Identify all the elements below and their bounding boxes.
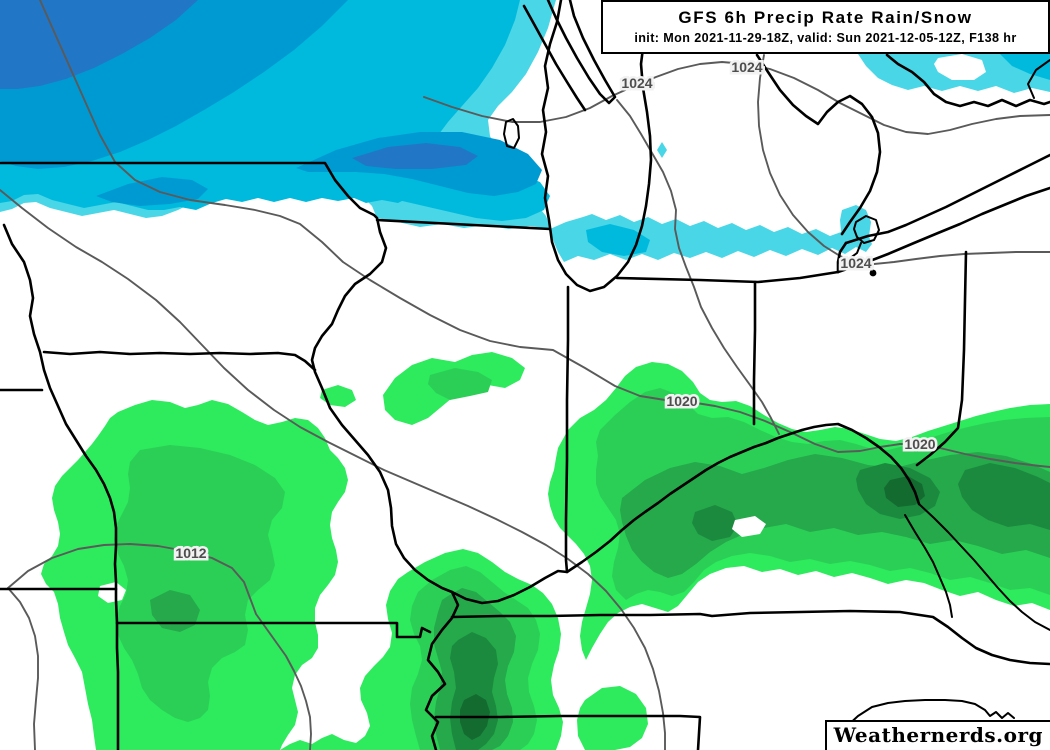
shoreline-lake-michigan xyxy=(540,0,653,293)
rain-dark-east-3 xyxy=(692,505,738,541)
border-mn-mississippi xyxy=(0,161,460,750)
shoreline-saginaw xyxy=(755,53,882,236)
isobar-value-label: 1012 xyxy=(175,545,206,561)
border-wv-va xyxy=(918,503,1050,631)
isobar-value-label: 1020 xyxy=(904,436,935,452)
shoreline-erie-south xyxy=(836,186,1050,274)
rain-deep-east xyxy=(620,452,1050,578)
border-mo-ar xyxy=(115,621,432,639)
isobar-1016 xyxy=(0,189,666,750)
city-dot xyxy=(869,269,877,277)
rain-core-central xyxy=(428,368,492,400)
rain-deep-southwest xyxy=(150,590,200,632)
border-tn-ms-al xyxy=(434,714,702,750)
border-mi-in-oh xyxy=(615,270,840,284)
title-box: GFS 6h Precip Rate Rain/Snow init: Mon 2… xyxy=(601,0,1050,54)
border-ky-va xyxy=(904,514,953,618)
map-title: GFS 6h Precip Rate Rain/Snow xyxy=(678,8,973,28)
border-missouri-river-west xyxy=(2,223,120,750)
shoreline-huron xyxy=(885,53,1050,108)
isobar-1020 xyxy=(39,0,1050,468)
rain-area-central-2 xyxy=(320,385,356,407)
lake-st-clair xyxy=(853,215,880,244)
isobar-value-label: 1024 xyxy=(621,75,652,91)
border-ia-mo xyxy=(42,350,317,372)
border-oh-pa-wv xyxy=(915,250,968,467)
rain-dark-east-2 xyxy=(958,463,1050,530)
rain-hole-southwest xyxy=(98,582,126,603)
shoreline-erie-west xyxy=(836,241,848,274)
isobar-1024-north xyxy=(423,61,1050,135)
snow-precip-areas xyxy=(0,0,1050,262)
isobar-1012-left xyxy=(7,587,39,750)
watermark: Weathernerds.org xyxy=(824,720,1050,750)
shoreline-door-peninsula xyxy=(546,0,617,105)
rain-hole-east xyxy=(732,516,766,537)
isobar-value-label: 1020 xyxy=(666,393,697,409)
rain-area-bottom-right xyxy=(577,686,648,750)
shoreline-erie-north xyxy=(844,153,1050,245)
shoreline-green-bay xyxy=(522,4,587,112)
shoreline-georgian-bay xyxy=(1027,59,1050,99)
snow-hole xyxy=(934,54,986,80)
snow-deep-3 xyxy=(96,177,208,206)
rain-core-southwest xyxy=(114,445,285,722)
border-bottom-right xyxy=(844,699,1015,729)
ohio-river xyxy=(450,422,921,605)
border-wi-il xyxy=(375,218,552,231)
snow-darkest-streak xyxy=(352,143,478,169)
isobar-value-label: 1024 xyxy=(840,255,871,271)
rain-darkest-east xyxy=(884,476,925,507)
border-ky-tn xyxy=(450,609,1050,666)
border-il-in xyxy=(564,285,570,574)
map-subtitle: init: Mon 2021-11-29-18Z, valid: Sun 202… xyxy=(634,31,1017,46)
detroit-river xyxy=(848,242,862,260)
isobar-1024-erie xyxy=(757,54,1050,265)
border-in-oh xyxy=(752,280,757,426)
snow-area-lake-dot xyxy=(657,142,667,158)
isobar-value-label: 1024 xyxy=(731,59,762,75)
lake-winnebago xyxy=(503,118,520,149)
isobar-1012-top xyxy=(7,543,312,750)
isobar-labels: 1024 1024 1024 1020 1020 1012 xyxy=(173,57,938,564)
